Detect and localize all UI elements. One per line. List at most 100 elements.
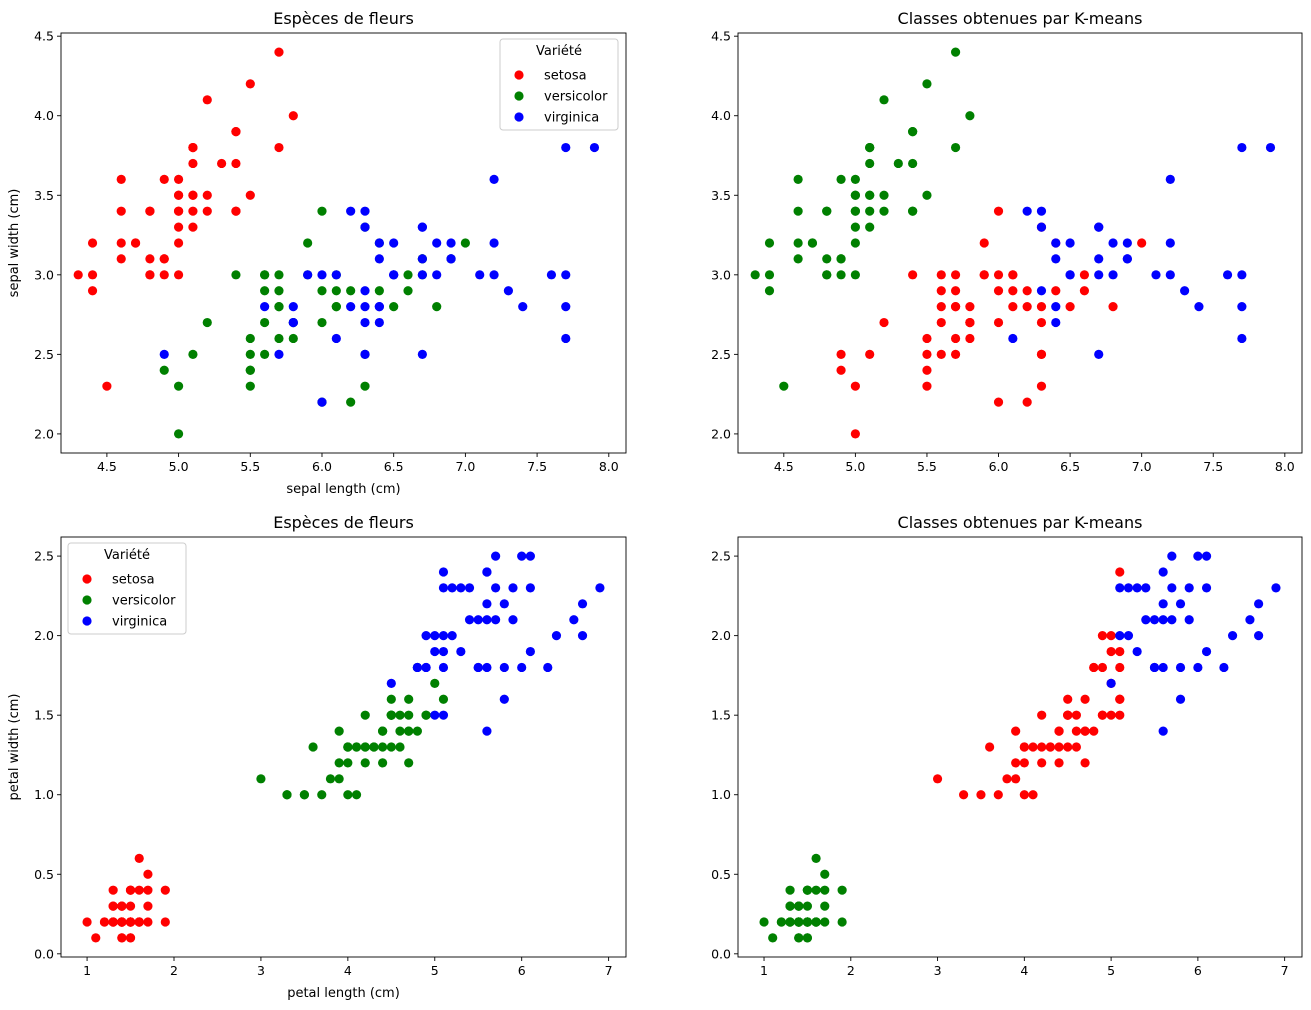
x-tick-label: 4 <box>344 963 352 978</box>
data-point <box>865 222 875 232</box>
y-tick-label: 0.0 <box>34 946 54 961</box>
y-tick-label: 3.5 <box>711 188 731 203</box>
data-point <box>922 79 932 89</box>
data-point <box>1097 710 1108 720</box>
data-point <box>430 631 440 641</box>
data-point <box>351 790 362 800</box>
data-point <box>134 885 144 895</box>
data-point <box>1051 254 1061 264</box>
data-point <box>188 158 198 169</box>
data-point <box>360 206 370 216</box>
data-point <box>1106 631 1116 641</box>
data-point <box>922 333 932 344</box>
data-point <box>1167 551 1177 561</box>
data-point <box>438 662 449 673</box>
data-point <box>125 885 136 895</box>
data-point <box>1115 662 1125 673</box>
data-point <box>303 270 313 280</box>
data-point <box>543 662 553 673</box>
x-tick-label: 3 <box>934 963 942 978</box>
data-point <box>1106 710 1116 720</box>
data-point <box>404 710 414 720</box>
data-point <box>173 222 184 232</box>
data-point <box>785 885 795 895</box>
data-point <box>1094 222 1104 232</box>
data-point <box>993 286 1004 296</box>
data-point <box>143 901 153 911</box>
y-axis-label: petal width (cm) <box>7 694 22 801</box>
data-point <box>374 238 384 248</box>
data-point <box>922 365 932 375</box>
data-point <box>546 270 557 280</box>
y-tick-label: 1.5 <box>34 708 54 723</box>
data-point <box>802 933 813 943</box>
data-point <box>288 333 298 344</box>
data-point <box>1063 694 1073 704</box>
data-point <box>525 583 535 593</box>
series-versicolor <box>256 662 449 800</box>
data-point <box>308 742 318 752</box>
data-point <box>965 302 975 312</box>
data-point <box>360 222 370 232</box>
data-point <box>395 742 405 752</box>
data-point <box>173 429 184 439</box>
data-point <box>1036 349 1047 359</box>
x-tick-label: 1 <box>83 963 91 978</box>
data-point <box>404 758 414 768</box>
data-point <box>145 270 155 280</box>
data-point <box>1008 286 1018 296</box>
data-point <box>1097 631 1108 641</box>
x-tick-label: 5 <box>431 963 439 978</box>
data-point <box>417 349 427 359</box>
data-point <box>993 397 1004 407</box>
chart-panel-4: Classes obtenues par K-means 1 2 3 4 5 6 7 0.0 0.… <box>711 513 1303 978</box>
data-point <box>231 206 241 216</box>
data-point <box>108 901 118 911</box>
data-point <box>1054 742 1064 752</box>
y-tick-label: 0.0 <box>711 946 731 961</box>
data-point <box>346 206 356 216</box>
data-point <box>1022 302 1032 312</box>
data-point <box>561 333 571 344</box>
data-point <box>1079 270 1090 280</box>
series-cluster-1 <box>759 853 847 943</box>
data-point <box>1094 254 1104 264</box>
data-point <box>1245 615 1255 625</box>
data-point <box>404 726 414 736</box>
data-point <box>260 286 270 296</box>
series-cluster-2 <box>932 567 1125 800</box>
x-tick-label: 4 <box>1020 963 1028 978</box>
data-point <box>1008 270 1018 280</box>
data-point <box>499 599 509 609</box>
data-point <box>561 270 571 280</box>
data-point <box>1054 726 1064 736</box>
data-point <box>464 583 475 593</box>
data-point <box>1175 599 1186 609</box>
data-point <box>143 917 153 927</box>
data-point <box>130 238 141 248</box>
data-point <box>993 206 1004 216</box>
data-point <box>1193 662 1203 673</box>
data-point <box>1184 583 1194 593</box>
data-point <box>412 726 422 736</box>
data-point <box>1237 333 1247 344</box>
data-point <box>802 901 813 911</box>
y-tick-label: 3.0 <box>34 267 54 282</box>
data-point <box>360 710 370 720</box>
data-point <box>1158 615 1168 625</box>
x-tick-label: 5.5 <box>917 459 937 474</box>
data-point <box>1002 774 1012 784</box>
data-point <box>1051 302 1061 312</box>
data-point <box>274 286 284 296</box>
data-point <box>117 933 127 943</box>
data-point <box>108 885 118 895</box>
data-point <box>850 174 860 184</box>
data-point <box>231 270 241 280</box>
data-point <box>134 917 144 927</box>
data-point <box>822 254 832 264</box>
data-point <box>1222 270 1233 280</box>
data-point <box>374 254 384 264</box>
data-point <box>491 615 501 625</box>
data-point <box>1071 742 1081 752</box>
y-tick-label: 2.5 <box>34 347 54 362</box>
